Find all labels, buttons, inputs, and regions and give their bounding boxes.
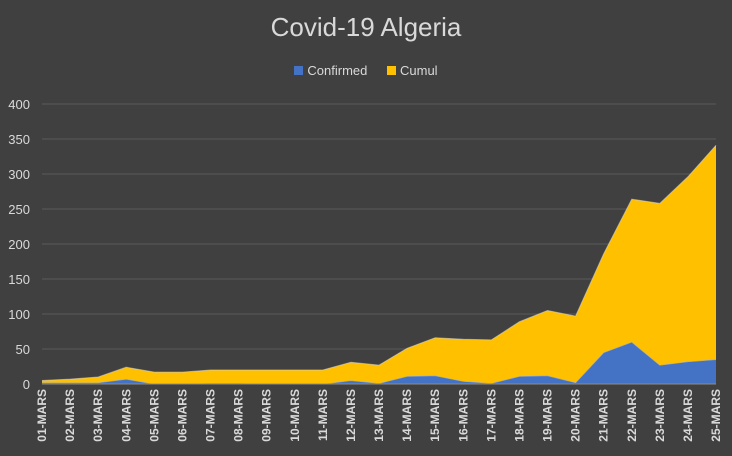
y-tick-label-2: 100 — [8, 307, 30, 322]
area-series-cumul — [42, 145, 716, 384]
y-tick-label-7: 350 — [8, 132, 30, 147]
point-cumul-11 — [350, 361, 352, 363]
x-tick-label-8: 09-MARS — [260, 389, 274, 442]
x-tick-label-22: 23-MARS — [653, 389, 667, 442]
point-cumul-23 — [687, 176, 689, 178]
y-tick-label-4: 200 — [8, 237, 30, 252]
point-cumul-8 — [265, 369, 267, 371]
point-cumul-17 — [518, 321, 520, 323]
point-cumul-15 — [462, 338, 464, 340]
x-tick-label-15: 16-MARS — [456, 389, 470, 442]
point-cumul-19 — [574, 315, 576, 317]
x-tick-label-13: 14-MARS — [400, 389, 414, 442]
y-tick-label-3: 150 — [8, 272, 30, 287]
chart-legend: Confirmed Cumul — [0, 63, 732, 78]
point-cumul-12 — [378, 364, 380, 366]
x-tick-label-17: 18-MARS — [512, 389, 526, 442]
area-edge-cumul — [41, 144, 717, 381]
point-cumul-18 — [546, 309, 548, 311]
y-tick-label-0: 0 — [23, 377, 30, 392]
point-cumul-22 — [659, 202, 661, 204]
x-tick-label-1: 02-MARS — [63, 389, 77, 442]
point-cumul-0 — [41, 379, 43, 381]
y-tick-label-6: 300 — [8, 167, 30, 182]
y-tick-label-1: 50 — [16, 342, 30, 357]
point-cumul-13 — [406, 347, 408, 349]
x-tick-label-4: 05-MARS — [147, 389, 161, 442]
legend-item-confirmed: Confirmed — [294, 63, 367, 78]
point-cumul-1 — [69, 378, 71, 380]
x-tick-label-18: 19-MARS — [541, 389, 555, 442]
y-tick-label-5: 250 — [8, 202, 30, 217]
area-series-confirmed — [42, 342, 716, 384]
point-cumul-14 — [434, 337, 436, 339]
x-tick-label-10: 11-MARS — [316, 389, 330, 441]
y-tick-label-8: 400 — [8, 97, 30, 112]
point-cumul-4 — [153, 371, 155, 373]
x-tick-label-5: 06-MARS — [175, 389, 189, 442]
x-tick-label-11: 12-MARS — [344, 389, 358, 442]
point-cumul-16 — [490, 339, 492, 341]
point-cumul-6 — [209, 369, 211, 371]
x-tick-label-7: 08-MARS — [232, 389, 246, 442]
x-tick-label-6: 07-MARS — [204, 389, 218, 442]
point-cumul-3 — [125, 366, 127, 368]
x-tick-label-20: 21-MARS — [597, 389, 611, 442]
x-tick-label-21: 22-MARS — [625, 389, 639, 442]
point-cumul-9 — [294, 369, 296, 371]
legend-item-cumul: Cumul — [387, 63, 438, 78]
chart-title: Covid-19 Algeria — [270, 12, 462, 42]
x-tick-label-19: 20-MARS — [569, 389, 583, 442]
x-tick-label-0: 01-MARS — [35, 389, 49, 442]
x-tick-label-24: 25-MARS — [709, 389, 723, 442]
x-tick-label-16: 17-MARS — [484, 389, 498, 442]
x-tick-label-23: 24-MARS — [681, 389, 695, 442]
x-tick-label-9: 10-MARS — [288, 389, 302, 442]
legend-label-cumul: Cumul — [400, 63, 438, 78]
x-tick-label-3: 04-MARS — [119, 389, 133, 442]
legend-swatch-confirmed — [294, 66, 304, 75]
point-cumul-24 — [715, 144, 717, 146]
x-tick-label-2: 03-MARS — [91, 389, 105, 442]
point-cumul-10 — [322, 369, 324, 371]
legend-label-confirmed: Confirmed — [307, 63, 368, 78]
point-cumul-2 — [97, 376, 99, 378]
point-cumul-7 — [237, 369, 239, 371]
legend-swatch-cumul — [387, 66, 396, 75]
x-tick-label-14: 15-MARS — [428, 389, 442, 442]
point-cumul-21 — [631, 198, 633, 200]
point-cumul-20 — [602, 253, 604, 255]
point-cumul-5 — [181, 371, 183, 373]
x-tick-label-12: 13-MARS — [372, 389, 386, 442]
